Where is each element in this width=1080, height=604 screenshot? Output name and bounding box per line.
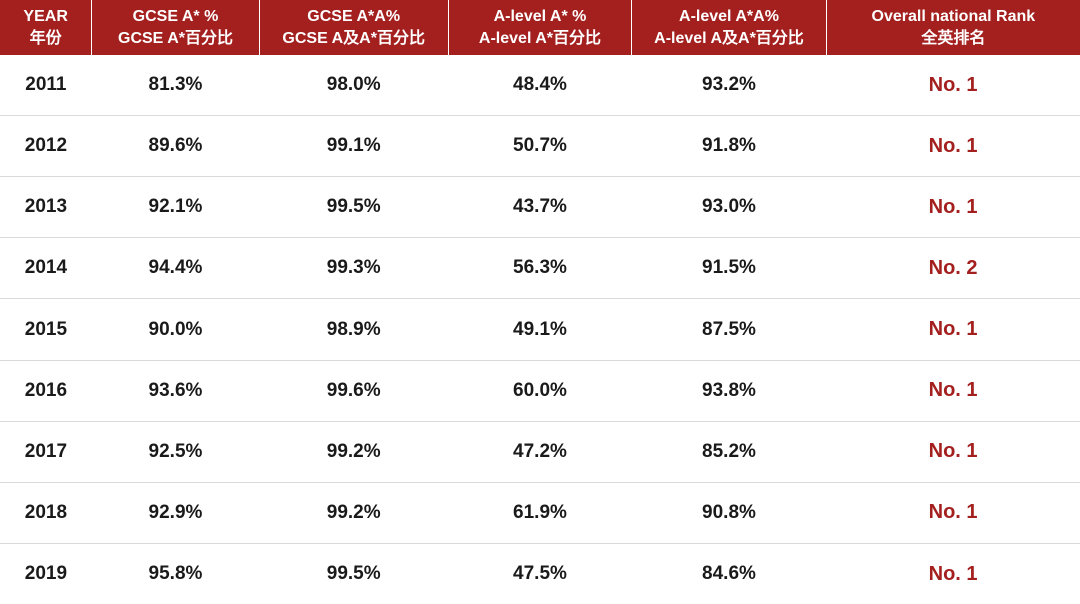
cell-al-astar: 47.5% xyxy=(448,544,632,604)
col-header-en: YEAR xyxy=(4,6,87,28)
cell-gcse-astar: 81.3% xyxy=(92,55,259,115)
col-header-alevel-astar: A-level A* % A-level A*百分比 xyxy=(448,0,632,55)
cell-gcse-aa: 98.0% xyxy=(259,55,448,115)
cell-year: 2018 xyxy=(0,482,92,543)
col-header-gcse-aa: GCSE A*A% GCSE A及A*百分比 xyxy=(259,0,448,55)
cell-al-astar: 47.2% xyxy=(448,421,632,482)
col-header-year: YEAR 年份 xyxy=(0,0,92,55)
col-header-zh: 年份 xyxy=(4,28,87,50)
col-header-gcse-astar: GCSE A* % GCSE A*百分比 xyxy=(92,0,259,55)
cell-gcse-astar: 94.4% xyxy=(92,238,259,299)
col-header-en: A-level A* % xyxy=(453,6,628,28)
cell-rank: No. 1 xyxy=(826,177,1080,238)
cell-al-aa: 93.2% xyxy=(632,55,826,115)
cell-gcse-aa: 99.2% xyxy=(259,421,448,482)
cell-al-astar: 48.4% xyxy=(448,55,632,115)
cell-al-astar: 50.7% xyxy=(448,116,632,177)
cell-year: 2019 xyxy=(0,544,92,604)
cell-al-astar: 49.1% xyxy=(448,299,632,360)
table-body: 2011 81.3% 98.0% 48.4% 93.2% No. 1 2012 … xyxy=(0,55,1080,604)
cell-gcse-aa: 98.9% xyxy=(259,299,448,360)
table-row: 2014 94.4% 99.3% 56.3% 91.5% No. 2 xyxy=(0,238,1080,299)
cell-rank: No. 1 xyxy=(826,116,1080,177)
col-header-en: GCSE A* % xyxy=(96,6,254,28)
cell-al-aa: 93.8% xyxy=(632,360,826,421)
cell-year: 2014 xyxy=(0,238,92,299)
cell-rank: No. 1 xyxy=(826,360,1080,421)
cell-gcse-aa: 99.1% xyxy=(259,116,448,177)
cell-rank: No. 1 xyxy=(826,421,1080,482)
cell-al-aa: 87.5% xyxy=(632,299,826,360)
cell-al-astar: 60.0% xyxy=(448,360,632,421)
cell-al-aa: 93.0% xyxy=(632,177,826,238)
table-row: 2019 95.8% 99.5% 47.5% 84.6% No. 1 xyxy=(0,544,1080,604)
table-row: 2013 92.1% 99.5% 43.7% 93.0% No. 1 xyxy=(0,177,1080,238)
cell-rank: No. 1 xyxy=(826,482,1080,543)
table-row: 2016 93.6% 99.6% 60.0% 93.8% No. 1 xyxy=(0,360,1080,421)
cell-gcse-aa: 99.6% xyxy=(259,360,448,421)
cell-al-astar: 61.9% xyxy=(448,482,632,543)
cell-rank: No. 2 xyxy=(826,238,1080,299)
cell-rank: No. 1 xyxy=(826,544,1080,604)
table-header-row: YEAR 年份 GCSE A* % GCSE A*百分比 GCSE A*A% G… xyxy=(0,0,1080,55)
col-header-en: GCSE A*A% xyxy=(264,6,444,28)
table-row: 2017 92.5% 99.2% 47.2% 85.2% No. 1 xyxy=(0,421,1080,482)
cell-year: 2012 xyxy=(0,116,92,177)
col-header-zh: 全英排名 xyxy=(831,28,1076,50)
table-row: 2018 92.9% 99.2% 61.9% 90.8% No. 1 xyxy=(0,482,1080,543)
cell-rank: No. 1 xyxy=(826,55,1080,115)
cell-gcse-aa: 99.5% xyxy=(259,177,448,238)
cell-gcse-aa: 99.2% xyxy=(259,482,448,543)
cell-gcse-astar: 90.0% xyxy=(92,299,259,360)
cell-al-astar: 56.3% xyxy=(448,238,632,299)
cell-rank: No. 1 xyxy=(826,299,1080,360)
cell-year: 2017 xyxy=(0,421,92,482)
cell-gcse-astar: 92.9% xyxy=(92,482,259,543)
col-header-zh: A-level A及A*百分比 xyxy=(636,28,821,50)
cell-year: 2016 xyxy=(0,360,92,421)
cell-al-astar: 43.7% xyxy=(448,177,632,238)
col-header-zh: GCSE A*百分比 xyxy=(96,28,254,50)
cell-gcse-astar: 95.8% xyxy=(92,544,259,604)
cell-al-aa: 91.8% xyxy=(632,116,826,177)
cell-al-aa: 84.6% xyxy=(632,544,826,604)
table-row: 2015 90.0% 98.9% 49.1% 87.5% No. 1 xyxy=(0,299,1080,360)
cell-al-aa: 85.2% xyxy=(632,421,826,482)
cell-gcse-astar: 92.5% xyxy=(92,421,259,482)
col-header-alevel-aa: A-level A*A% A-level A及A*百分比 xyxy=(632,0,826,55)
cell-gcse-astar: 89.6% xyxy=(92,116,259,177)
col-header-rank: Overall national Rank 全英排名 xyxy=(826,0,1080,55)
cell-gcse-aa: 99.3% xyxy=(259,238,448,299)
table-row: 2012 89.6% 99.1% 50.7% 91.8% No. 1 xyxy=(0,116,1080,177)
table-row: 2011 81.3% 98.0% 48.4% 93.2% No. 1 xyxy=(0,55,1080,115)
cell-gcse-astar: 93.6% xyxy=(92,360,259,421)
col-header-zh: GCSE A及A*百分比 xyxy=(264,28,444,50)
cell-al-aa: 90.8% xyxy=(632,482,826,543)
cell-year: 2013 xyxy=(0,177,92,238)
col-header-en: Overall national Rank xyxy=(831,6,1076,28)
col-header-en: A-level A*A% xyxy=(636,6,821,28)
cell-al-aa: 91.5% xyxy=(632,238,826,299)
cell-gcse-aa: 99.5% xyxy=(259,544,448,604)
results-table: YEAR 年份 GCSE A* % GCSE A*百分比 GCSE A*A% G… xyxy=(0,0,1080,604)
cell-year: 2011 xyxy=(0,55,92,115)
col-header-zh: A-level A*百分比 xyxy=(453,28,628,50)
cell-year: 2015 xyxy=(0,299,92,360)
cell-gcse-astar: 92.1% xyxy=(92,177,259,238)
